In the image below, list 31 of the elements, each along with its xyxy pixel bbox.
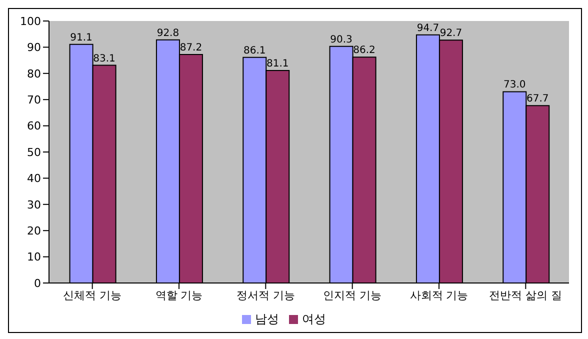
y-tick-label: 20 bbox=[27, 224, 41, 238]
data-label: 91.1 bbox=[70, 32, 92, 44]
data-label: 83.1 bbox=[93, 53, 116, 64]
y-tick-label: 60 bbox=[27, 120, 41, 133]
data-label: 92.7 bbox=[440, 28, 462, 40]
data-label: 90.3 bbox=[330, 34, 352, 46]
data-label: 94.7 bbox=[416, 22, 440, 34]
y-tick-label: 50 bbox=[27, 146, 41, 159]
y-tick-label: 30 bbox=[27, 198, 41, 212]
x-tick-label: 신체적 기능 bbox=[63, 288, 122, 302]
legend-label: 여성 bbox=[302, 312, 326, 326]
x-tick-label: 전반적 삶의 질 bbox=[489, 288, 562, 302]
y-tick-label: 70 bbox=[27, 94, 41, 107]
data-label: 92.8 bbox=[156, 28, 180, 39]
data-label: 87.2 bbox=[180, 42, 202, 54]
x-tick-label: 인지적 기능 bbox=[323, 288, 382, 302]
y-tick-label: 10 bbox=[27, 250, 41, 264]
data-label: 86.1 bbox=[244, 45, 266, 56]
data-label: 73.0 bbox=[504, 80, 526, 91]
data-label: 81.1 bbox=[266, 58, 289, 70]
data-label: 86.2 bbox=[353, 45, 376, 56]
y-tick-label: 0 bbox=[34, 276, 41, 290]
y-tick-label: 100 bbox=[20, 14, 41, 28]
x-tick-label: 정서적 기능 bbox=[236, 288, 295, 302]
legend-label: 남성 bbox=[255, 312, 279, 326]
y-tick-label: 40 bbox=[27, 172, 41, 186]
x-tick-label: 역할 기능 bbox=[155, 288, 203, 302]
data-label: 67.7 bbox=[526, 94, 549, 105]
y-tick-label: 80 bbox=[27, 67, 41, 80]
y-tick-label: 90 bbox=[27, 41, 41, 54]
x-tick-label: 사회적 기능 bbox=[410, 288, 468, 302]
